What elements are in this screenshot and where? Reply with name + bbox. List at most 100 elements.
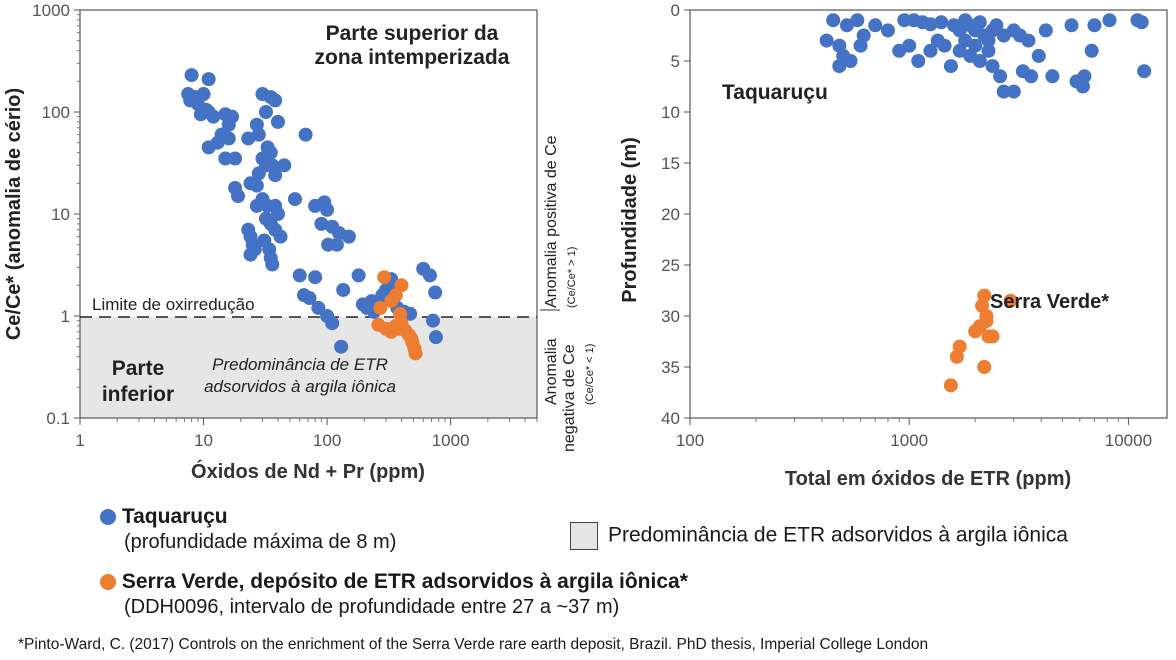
point-taquarucu (1137, 64, 1152, 79)
point-taquarucu (184, 68, 199, 83)
point-taquarucu (943, 59, 958, 74)
left-x-tick-label: 1000 (432, 431, 470, 450)
point-taquarucu (850, 13, 865, 28)
point-taquarucu (288, 192, 303, 207)
point-taquarucu (243, 247, 258, 262)
point-taquarucu (993, 69, 1008, 84)
legend-serra-note: (DDH0096, intervalo de profundidade entr… (124, 596, 620, 618)
left-lower-label-2: inferior (102, 383, 174, 406)
left-y-tick-label: 1000 (32, 1, 70, 20)
left-threshold-label: Limite de oxirredução (92, 295, 255, 314)
point-taquarucu (221, 117, 236, 132)
right-y-tick-label: 10 (661, 103, 680, 122)
point-taquarucu (351, 268, 366, 283)
point-taquarucu (1006, 84, 1021, 99)
right-lower-annotation-2: negativa de Ce (561, 344, 578, 452)
point-taquarucu (277, 158, 292, 173)
left-lower-label-1: Parte (112, 357, 165, 380)
point-serra-verde (943, 378, 958, 393)
point-taquarucu (996, 84, 1011, 99)
right-group-label: Taquaruçu (722, 81, 828, 104)
point-taquarucu (249, 178, 264, 193)
point-taquarucu (251, 127, 266, 142)
right-y-tick-label: 25 (661, 256, 680, 275)
left-x-tick-label: 1 (75, 431, 84, 450)
point-taquarucu (972, 15, 987, 30)
point-taquarucu (268, 168, 283, 183)
right-x-axis-label: Total em óxidos de ETR (ppm) (785, 468, 1071, 490)
legend-taquarucu-name: Taquaruçu (121, 505, 228, 528)
point-taquarucu (221, 131, 236, 146)
point-taquarucu (981, 43, 996, 58)
right-upper-annotation: Anomalia positiva de Ce (543, 135, 560, 308)
point-taquarucu (923, 43, 938, 58)
right-y-tick-label: 35 (661, 358, 680, 377)
point-taquarucu (268, 93, 283, 108)
point-taquarucu (201, 72, 216, 87)
point-taquarucu (230, 189, 245, 204)
point-taquarucu (826, 13, 841, 28)
legend-serra-name: Serra Verde, depósito de ETR adsorvidos … (121, 570, 688, 593)
point-taquarucu (832, 59, 847, 74)
left-y-tick-label: 10 (51, 205, 70, 224)
legend-shaded-name: Predominância de ETR adsorvidos à argila… (608, 523, 1068, 547)
left-y-axis-label: Ce/Ce* (anomalia de cério) (3, 88, 25, 340)
point-taquarucu (422, 268, 437, 283)
legend-taquarucu: Taquaruçu (profundidade máxima de 8 m) (100, 505, 396, 554)
point-taquarucu (868, 18, 883, 33)
right-y-tick-label: 5 (671, 52, 680, 71)
left-y-tick-label: 1 (61, 307, 70, 326)
right-y-tick-label: 40 (661, 409, 680, 428)
right-y-ticks: 0 5 10 15 20 25 30 35 40 (661, 1, 690, 428)
left-top-title-1: Parte superior da (326, 22, 499, 45)
point-taquarucu (972, 54, 987, 68)
point-taquarucu (1064, 18, 1079, 33)
chart-left: 0.1 1 10 100 1000 1 10 100 1000 Limite de oxirr… (3, 1, 596, 483)
point-taquarucu (403, 306, 418, 321)
point-taquarucu (937, 38, 952, 53)
legend-serra-verde: Serra Verde, depósito de ETR adsorvidos … (100, 570, 688, 619)
point-taquarucu (270, 207, 285, 221)
right-y-tick-label: 15 (661, 154, 680, 173)
point-taquarucu (1134, 15, 1149, 30)
left-data-points (181, 68, 443, 361)
point-serra-verde (384, 294, 399, 309)
point-serra-verde (408, 346, 423, 361)
left-x-axis-label: Óxidos de Nd + Pr (ppm) (191, 459, 425, 483)
right-x-tick-label: 1000 (890, 431, 928, 450)
point-taquarucu (336, 282, 351, 297)
right-x-tick-label: 10000 (1105, 431, 1152, 450)
point-taquarucu (1045, 69, 1060, 84)
legend-shaded-swatch (570, 522, 598, 550)
point-serra-verde (979, 314, 994, 329)
legend-shaded: Predominância de ETR adsorvidos à argila… (570, 522, 1068, 550)
point-taquarucu (251, 166, 266, 181)
point-taquarucu (258, 105, 273, 119)
point-taquarucu (1102, 13, 1117, 28)
right-data-points (819, 13, 1152, 393)
point-taquarucu (880, 23, 895, 38)
point-taquarucu (218, 151, 233, 166)
point-taquarucu (334, 339, 349, 354)
point-taquarucu (308, 270, 323, 285)
point-serra-verde (1003, 293, 1018, 308)
right-lower-annotation-1: Anomalia (543, 338, 560, 405)
right-lower-annotation-sub: (Ce/Ce* < 1) (584, 344, 596, 405)
point-taquarucu (1084, 43, 1099, 58)
point-taquarucu (911, 54, 926, 68)
left-top-title-2: zona intemperizada (315, 46, 510, 69)
point-serra-verde (373, 300, 388, 315)
legend-serra-marker (100, 574, 116, 591)
point-taquarucu (989, 18, 1004, 33)
point-taquarucu (1038, 23, 1053, 38)
point-taquarucu (298, 127, 313, 142)
point-taquarucu (1021, 33, 1036, 48)
right-y-tick-label: 0 (671, 1, 680, 20)
point-taquarucu (985, 59, 1000, 74)
point-serra-verde (977, 360, 992, 374)
point-serra-verde (404, 331, 419, 346)
legend-taquarucu-marker (100, 509, 116, 526)
footnote: *Pinto-Ward, C. (2017) Controls on the e… (18, 636, 929, 653)
